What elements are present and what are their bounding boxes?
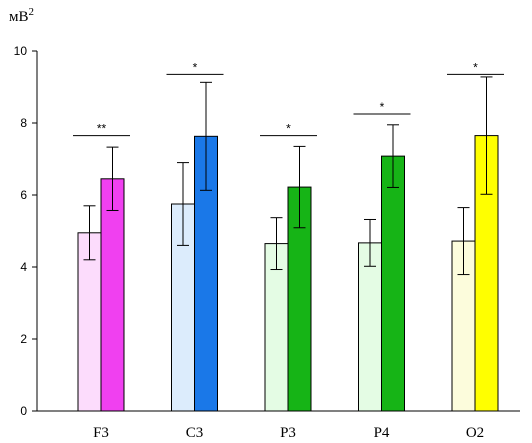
significance-marker: * [286,122,291,136]
x-tick-label: F3 [93,425,109,441]
y-tick-label: 6 [20,188,27,202]
significance-marker: * [380,100,385,114]
x-tick-label: O2 [466,425,484,441]
y-tick-label: 10 [14,44,28,58]
y-tick-label: 4 [20,260,27,274]
y-axis-unit-exponent: 2 [28,6,35,18]
x-tick-label: P3 [280,425,296,441]
y-axis-unit-text: мВ [9,9,29,25]
significance-marker: * [473,60,478,74]
y-tick-label: 0 [20,404,27,418]
significance-marker: * [193,60,198,74]
bar-f3-2 [100,178,125,412]
significance-marker: ** [97,122,107,136]
y-axis-unit-label: мВ2 [9,6,34,26]
bar-p4-1 [358,242,382,412]
y-tick-label: 2 [20,332,27,346]
x-tick-label: P4 [374,425,390,441]
y-tick-label: 8 [20,116,27,130]
x-tick-label: C3 [186,425,204,441]
bar-p4-2 [381,155,405,412]
